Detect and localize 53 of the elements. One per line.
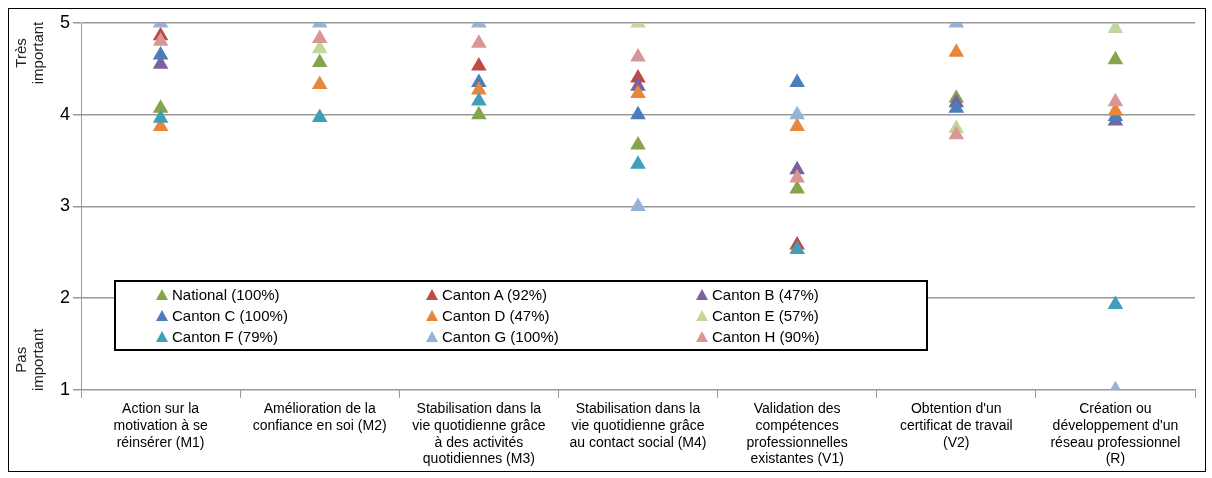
y-tick-label: 4 — [60, 103, 71, 124]
point — [311, 29, 328, 44]
legend-label: Canton E (57%) — [712, 305, 819, 326]
legend-label: Canton G (100%) — [442, 326, 559, 347]
point — [152, 109, 169, 123]
x-tick-label: Validation des compétences professionnelles existantes (V1) — [746, 400, 848, 467]
point — [311, 53, 328, 67]
x-tick-label: Stabilisation dans la vie quotidienne grâce au contact social (M4) — [569, 400, 707, 450]
point — [152, 99, 169, 113]
legend-label: Canton H (90%) — [712, 326, 820, 347]
text: Pas important — [11, 327, 46, 392]
point — [152, 32, 169, 46]
point — [471, 91, 487, 106]
x-tick-label: Action sur la motivation à se réinsérer (M1) — [113, 400, 208, 450]
text: Très important — [11, 20, 46, 85]
point — [1107, 50, 1124, 65]
point — [1107, 295, 1124, 310]
point — [311, 108, 328, 122]
x-tick-label: Amélioration de la confiance en soi (M2) — [252, 400, 387, 433]
point — [630, 105, 646, 120]
point — [471, 57, 487, 71]
legend-label: National (100%) — [172, 284, 280, 305]
point — [948, 125, 965, 140]
point — [789, 117, 805, 132]
point — [630, 197, 646, 211]
legend-label: Canton A (92%) — [442, 284, 548, 305]
point — [948, 43, 965, 57]
point — [630, 84, 646, 99]
y-tick-label: 2 — [60, 287, 71, 308]
point — [789, 168, 805, 183]
point — [471, 105, 487, 120]
point — [471, 34, 487, 48]
x-tick-label: Obtention d'un certificat de travail (V2) — [899, 400, 1013, 450]
legend-label: Canton B (47%) — [712, 284, 819, 305]
point — [948, 99, 965, 113]
point — [471, 80, 487, 95]
point — [789, 105, 805, 120]
legend-label: Canton D (47%) — [442, 305, 550, 326]
point — [311, 75, 328, 89]
y-tick-label: 3 — [60, 195, 71, 216]
point — [1107, 92, 1124, 107]
point — [789, 73, 805, 88]
x-tick-label: Création ou développement d'un réseau professionnel (R) — [1050, 400, 1181, 467]
y-tick-label: 5 — [60, 11, 71, 32]
point — [630, 135, 646, 150]
legend-label: Canton C (100%) — [172, 305, 288, 326]
y-tick-label: 1 — [60, 378, 71, 399]
point — [789, 240, 805, 254]
point — [630, 155, 646, 169]
x-tick-label: Stabilisation dans la vie quotidienne grâce à des activités quotidiennes (M3) — [412, 400, 546, 467]
legend-label: Canton F (79%) — [172, 326, 278, 347]
point — [630, 47, 646, 62]
point — [152, 46, 169, 60]
